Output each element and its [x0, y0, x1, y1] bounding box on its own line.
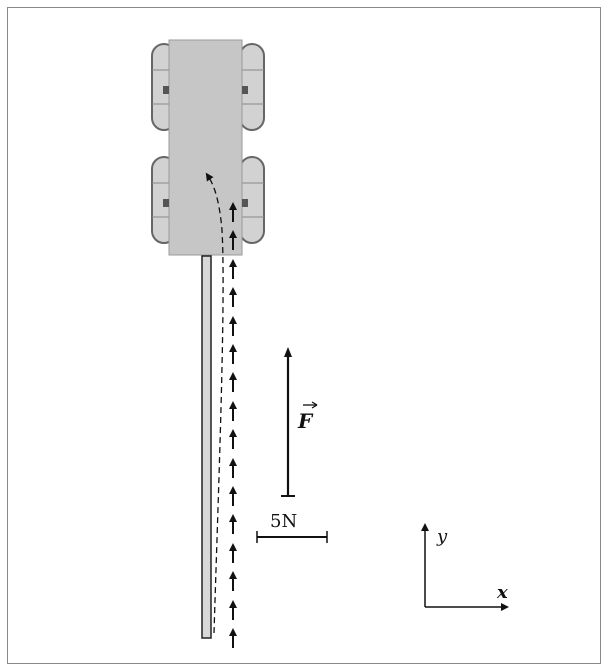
force-field-arrows — [229, 202, 237, 648]
wheel-front-right — [239, 43, 265, 131]
force-label: F — [297, 401, 318, 433]
field-arrow — [229, 543, 237, 563]
field-arrow — [229, 600, 237, 620]
scale-bar — [256, 531, 328, 543]
field-arrow — [229, 401, 237, 421]
field-arrow — [229, 287, 237, 307]
field-arrow — [229, 259, 237, 279]
figure-frame — [7, 7, 601, 664]
field-arrow — [229, 571, 237, 591]
robot-body — [168, 39, 243, 256]
field-arrow — [229, 486, 237, 506]
field-arrow — [229, 202, 237, 222]
y-axis-label: y — [436, 526, 448, 547]
field-arrow — [229, 230, 237, 250]
trajectory-path — [205, 172, 224, 634]
field-arrow — [229, 316, 237, 336]
robot-vehicle — [151, 39, 265, 256]
field-arrow — [229, 458, 237, 478]
field-arrow — [229, 372, 237, 392]
x-axis-label: x — [496, 582, 508, 603]
coordinate-axes — [421, 523, 509, 611]
rod — [201, 255, 212, 639]
force-label-text: F — [297, 409, 314, 433]
field-arrow — [229, 514, 237, 534]
field-arrow — [229, 344, 237, 364]
field-arrow — [229, 628, 237, 648]
field-arrow — [229, 429, 237, 449]
scale-label: 5N — [270, 511, 297, 532]
